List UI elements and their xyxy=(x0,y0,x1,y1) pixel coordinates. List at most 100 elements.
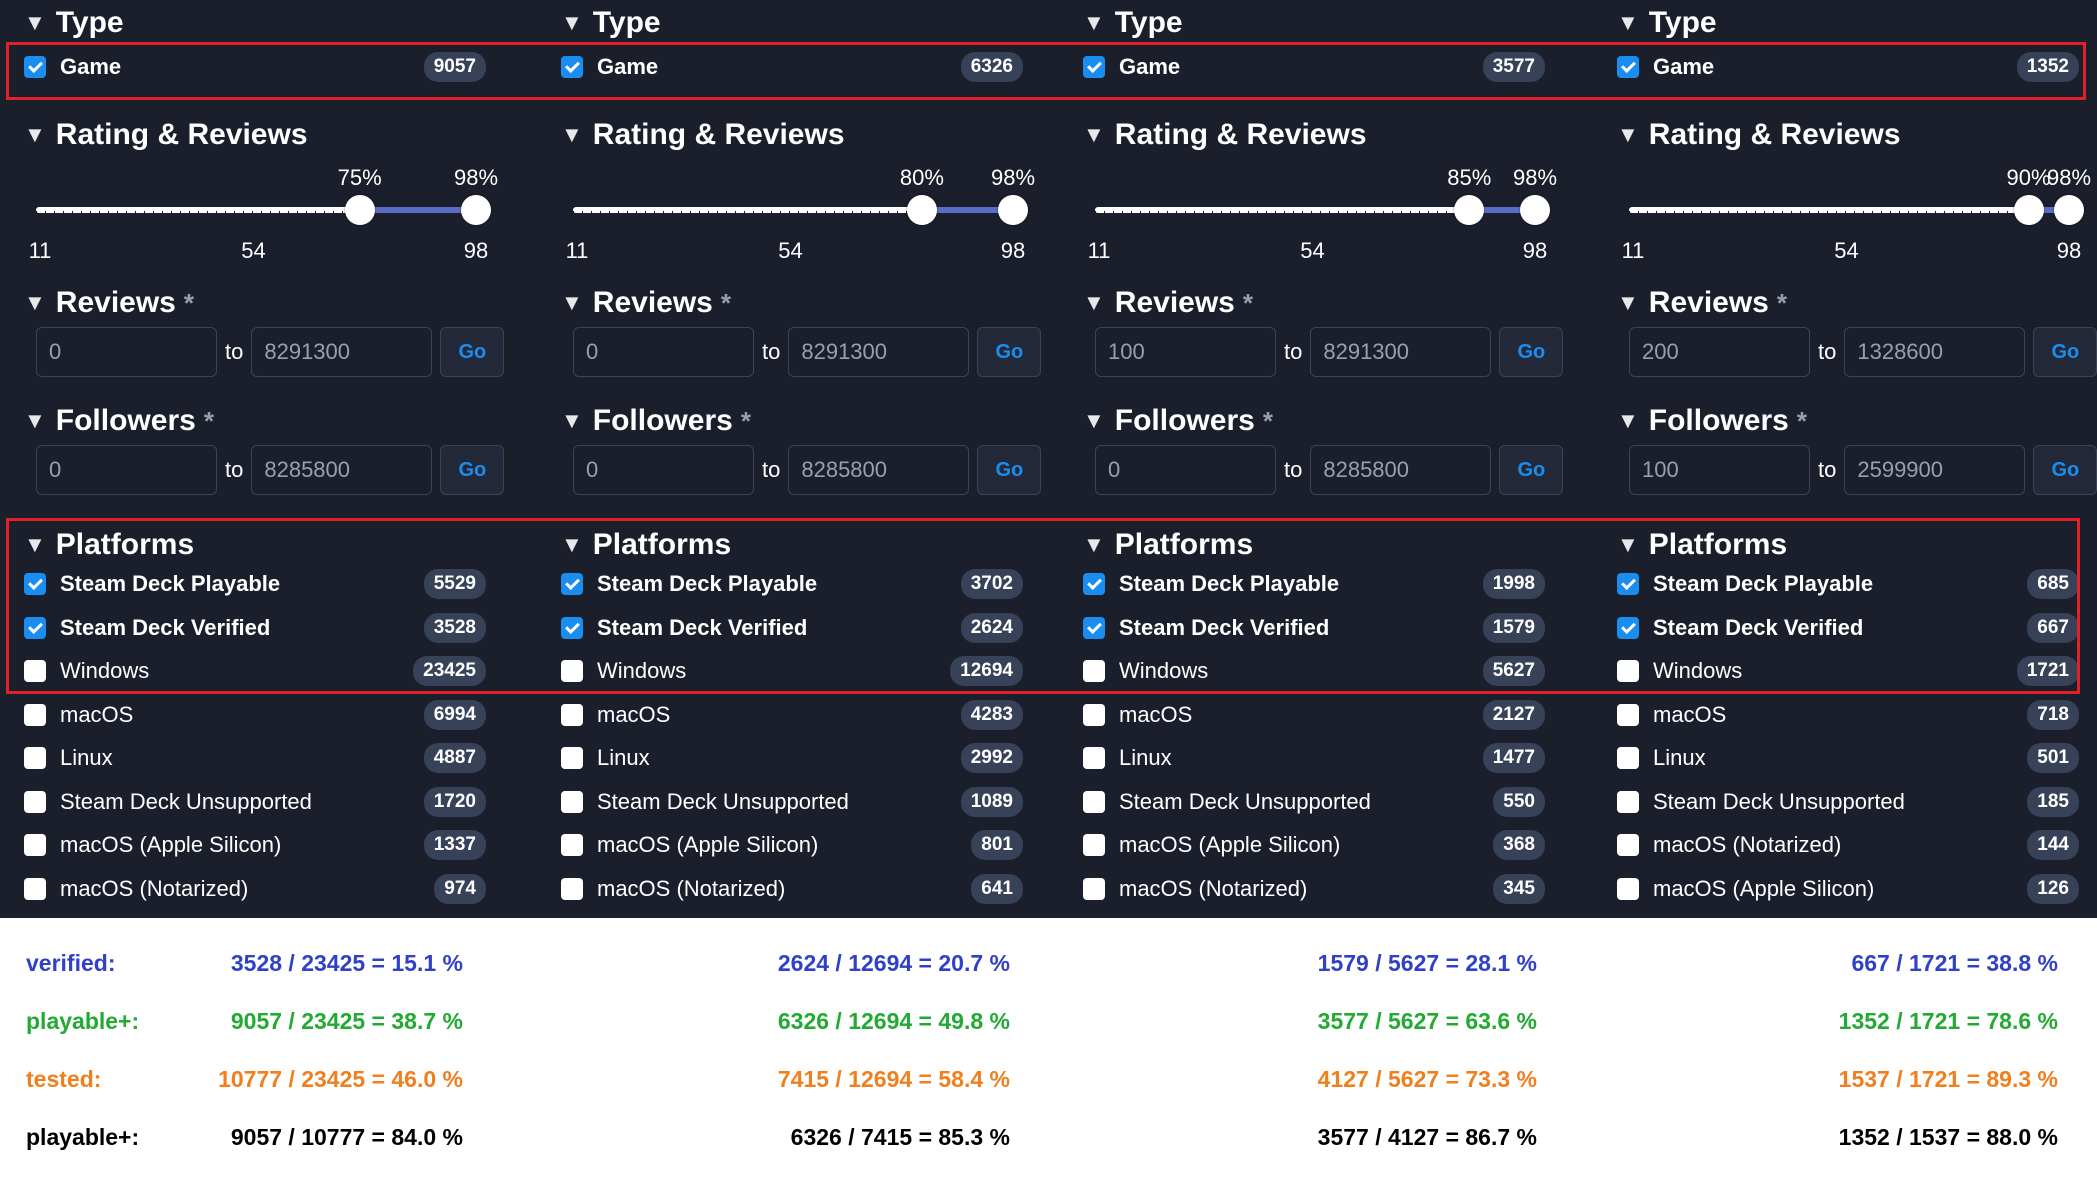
checkbox[interactable] xyxy=(561,56,583,78)
reviews-section[interactable]: ▼ Reviews * xyxy=(1617,286,1787,320)
rating-slider[interactable] xyxy=(1629,195,2084,225)
checkbox[interactable] xyxy=(24,747,46,769)
platform-0[interactable]: Steam Deck Playable 685 xyxy=(1617,564,2079,604)
slider-high-thumb[interactable] xyxy=(2054,195,2084,225)
checkbox[interactable] xyxy=(24,56,46,78)
type-game[interactable]: Game 3577 xyxy=(1083,47,1545,87)
checkbox[interactable] xyxy=(24,877,46,900)
reviews-go-button[interactable]: Go xyxy=(977,327,1042,377)
platform-5[interactable]: Steam Deck Unsupported 185 xyxy=(1617,782,2079,822)
reviews-go-button[interactable]: Go xyxy=(440,327,505,377)
platform-3[interactable]: macOS 6994 xyxy=(24,695,486,735)
type-section[interactable]: ▼ Type xyxy=(1083,6,1183,40)
checkbox[interactable] xyxy=(1083,877,1105,900)
followers-go-button[interactable]: Go xyxy=(1499,445,1564,495)
checkbox[interactable] xyxy=(1617,790,1639,813)
platform-0[interactable]: Steam Deck Playable 5529 xyxy=(24,564,486,604)
platforms-section[interactable]: ▼ Platforms xyxy=(24,528,194,562)
slider-high-thumb[interactable] xyxy=(1520,195,1550,225)
rating-slider[interactable] xyxy=(1095,195,1550,225)
platform-5[interactable]: Steam Deck Unsupported 1089 xyxy=(561,782,1023,822)
checkbox[interactable] xyxy=(24,790,46,813)
platform-4[interactable]: Linux 501 xyxy=(1617,738,2079,778)
followers-section[interactable]: ▼ Followers * xyxy=(1083,404,1273,438)
type-game[interactable]: Game 1352 xyxy=(1617,47,2079,87)
type-game[interactable]: Game 6326 xyxy=(561,47,1023,87)
followers-to-input[interactable] xyxy=(1844,445,2026,495)
platform-7[interactable]: macOS (Apple Silicon) 126 xyxy=(1617,869,2079,909)
platform-3[interactable]: macOS 718 xyxy=(1617,695,2079,735)
checkbox[interactable] xyxy=(1617,877,1639,900)
checkbox[interactable] xyxy=(1083,747,1105,769)
platform-1[interactable]: Steam Deck Verified 2624 xyxy=(561,608,1023,648)
followers-go-button[interactable]: Go xyxy=(2033,445,2097,495)
followers-to-input[interactable] xyxy=(788,445,970,495)
platform-6[interactable]: macOS (Notarized) 144 xyxy=(1617,825,2079,865)
rating-slider[interactable] xyxy=(36,195,491,225)
followers-section[interactable]: ▼ Followers * xyxy=(1617,404,1807,438)
platform-7[interactable]: macOS (Notarized) 641 xyxy=(561,869,1023,909)
checkbox[interactable] xyxy=(561,790,583,813)
reviews-go-button[interactable]: Go xyxy=(1499,327,1564,377)
slider-high-thumb[interactable] xyxy=(461,195,491,225)
platform-5[interactable]: Steam Deck Unsupported 550 xyxy=(1083,782,1545,822)
followers-from-input[interactable] xyxy=(573,445,754,495)
checkbox[interactable] xyxy=(24,660,46,682)
platform-1[interactable]: Steam Deck Verified 3528 xyxy=(24,608,486,648)
platform-2[interactable]: Windows 23425 xyxy=(24,651,486,691)
platform-1[interactable]: Steam Deck Verified 1579 xyxy=(1083,608,1545,648)
platform-6[interactable]: macOS (Apple Silicon) 368 xyxy=(1083,825,1545,865)
reviews-to-input[interactable] xyxy=(1310,327,1492,377)
checkbox[interactable] xyxy=(1083,660,1105,682)
reviews-section[interactable]: ▼ Reviews * xyxy=(561,286,731,320)
type-section[interactable]: ▼ Type xyxy=(561,6,661,40)
checkbox[interactable] xyxy=(1617,573,1639,595)
rating-section[interactable]: ▼ Rating & Reviews xyxy=(24,118,308,152)
reviews-to-input[interactable] xyxy=(1844,327,2026,377)
checkbox[interactable] xyxy=(1617,747,1639,769)
slider-low-thumb[interactable] xyxy=(906,195,937,225)
platform-2[interactable]: Windows 5627 xyxy=(1083,651,1545,691)
followers-go-button[interactable]: Go xyxy=(440,445,505,495)
platform-6[interactable]: macOS (Apple Silicon) 1337 xyxy=(24,825,486,865)
slider-high-thumb[interactable] xyxy=(998,195,1028,225)
checkbox[interactable] xyxy=(561,747,583,769)
reviews-from-input[interactable] xyxy=(1629,327,1810,377)
platform-2[interactable]: Windows 1721 xyxy=(1617,651,2079,691)
checkbox[interactable] xyxy=(561,703,583,726)
followers-from-input[interactable] xyxy=(36,445,217,495)
checkbox[interactable] xyxy=(1083,616,1105,639)
followers-to-input[interactable] xyxy=(1310,445,1492,495)
checkbox[interactable] xyxy=(24,616,46,639)
rating-section[interactable]: ▼ Rating & Reviews xyxy=(561,118,845,152)
platform-4[interactable]: Linux 1477 xyxy=(1083,738,1545,778)
checkbox[interactable] xyxy=(561,877,583,900)
checkbox[interactable] xyxy=(1617,616,1639,639)
reviews-from-input[interactable] xyxy=(36,327,217,377)
reviews-from-input[interactable] xyxy=(1095,327,1276,377)
checkbox[interactable] xyxy=(1617,56,1639,78)
followers-section[interactable]: ▼ Followers * xyxy=(561,404,751,438)
checkbox[interactable] xyxy=(561,660,583,682)
followers-from-input[interactable] xyxy=(1629,445,1810,495)
reviews-section[interactable]: ▼ Reviews * xyxy=(24,286,194,320)
platform-0[interactable]: Steam Deck Playable 1998 xyxy=(1083,564,1545,604)
checkbox[interactable] xyxy=(24,703,46,726)
platform-1[interactable]: Steam Deck Verified 667 xyxy=(1617,608,2079,648)
slider-low-thumb[interactable] xyxy=(1454,195,1485,225)
type-section[interactable]: ▼ Type xyxy=(1617,6,1717,40)
platforms-section[interactable]: ▼ Platforms xyxy=(1617,528,1787,562)
reviews-go-button[interactable]: Go xyxy=(2033,327,2097,377)
platform-5[interactable]: Steam Deck Unsupported 1720 xyxy=(24,782,486,822)
checkbox[interactable] xyxy=(1617,703,1639,726)
platform-4[interactable]: Linux 2992 xyxy=(561,738,1023,778)
type-section[interactable]: ▼ Type xyxy=(24,6,124,40)
platform-7[interactable]: macOS (Notarized) 974 xyxy=(24,869,486,909)
checkbox[interactable] xyxy=(1617,834,1639,856)
checkbox[interactable] xyxy=(24,834,46,856)
platform-6[interactable]: macOS (Apple Silicon) 801 xyxy=(561,825,1023,865)
followers-from-input[interactable] xyxy=(1095,445,1276,495)
followers-section[interactable]: ▼ Followers * xyxy=(24,404,214,438)
checkbox[interactable] xyxy=(1083,573,1105,595)
checkbox[interactable] xyxy=(561,573,583,595)
